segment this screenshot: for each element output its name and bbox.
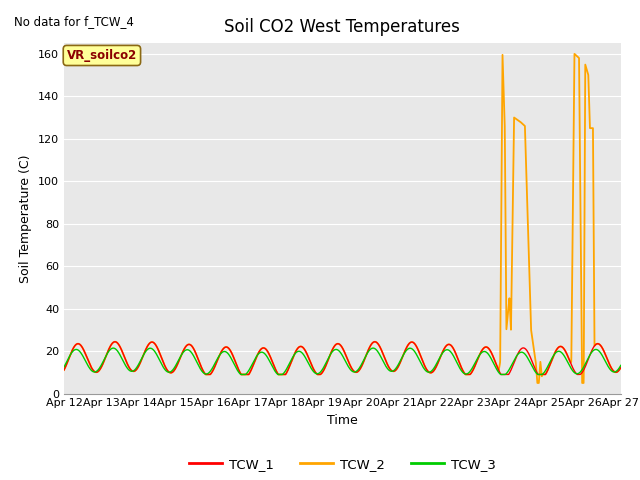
Legend: TCW_1, TCW_2, TCW_3: TCW_1, TCW_2, TCW_3: [184, 453, 500, 476]
X-axis label: Time: Time: [327, 414, 358, 427]
Y-axis label: Soil Temperature (C): Soil Temperature (C): [19, 154, 33, 283]
Text: No data for f_TCW_4: No data for f_TCW_4: [14, 15, 134, 28]
Title: Soil CO2 West Temperatures: Soil CO2 West Temperatures: [225, 18, 460, 36]
Text: VR_soilco2: VR_soilco2: [67, 49, 137, 62]
